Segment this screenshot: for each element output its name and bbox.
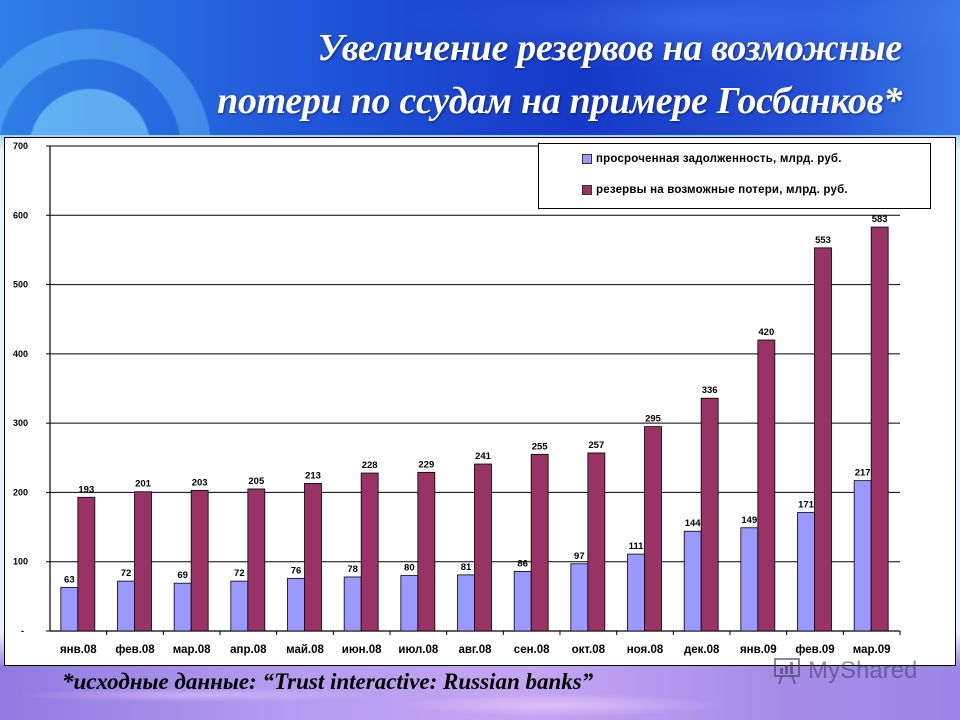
chart-legend: просроченная задолженность, млрд. руб. р… bbox=[538, 143, 931, 209]
legend-item-overdue-debt: просроченная задолженность, млрд. руб. bbox=[582, 153, 842, 165]
legend-label: просроченная задолженность, млрд. руб. bbox=[596, 153, 842, 165]
slide-title-line-2: потери по ссудам на примере Госбанков* bbox=[217, 80, 902, 122]
watermark: MyShared bbox=[772, 656, 917, 686]
legend-label: резервы на возможные потери, млрд. руб. bbox=[596, 184, 848, 196]
slide-header-background bbox=[0, 0, 960, 135]
legend-item-loss-reserves: резервы на возможные потери, млрд. руб. bbox=[582, 184, 848, 196]
legend-swatch-maroon-icon bbox=[582, 185, 592, 195]
chart-frame bbox=[4, 137, 956, 666]
slide-title-line-1: Увеличение резервов на возможные bbox=[317, 27, 902, 69]
source-footnote: *исходные данные: “Trust interactive: Ru… bbox=[62, 669, 594, 694]
presentation-board-icon bbox=[774, 658, 800, 685]
legend-swatch-blue-icon bbox=[582, 154, 592, 164]
watermark-text: MyShared bbox=[808, 657, 918, 684]
slide-title: Увеличение резервов на возможные потери … bbox=[42, 22, 902, 128]
